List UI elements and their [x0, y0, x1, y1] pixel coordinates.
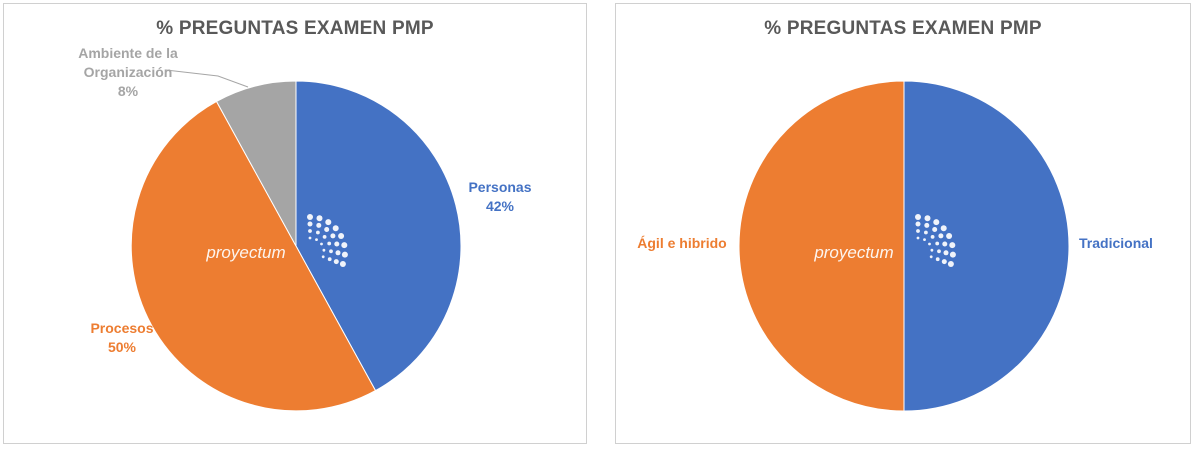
watermark-dot [941, 259, 947, 265]
chart-panel-1: % PREGUNTAS EXAMEN PMP proyectum Personas… [3, 3, 587, 444]
watermark-dot [334, 241, 340, 247]
pie-slice-personas [295, 80, 462, 392]
watermark-dot [916, 229, 920, 233]
watermark-dot [338, 233, 345, 239]
watermark-dot [943, 250, 949, 256]
watermark-dot [924, 230, 928, 235]
watermark-dot [916, 236, 920, 240]
slice-label-text: Personas [468, 179, 531, 195]
watermark-dot [341, 251, 348, 258]
pie-slice-ambiente-de-la-organizacion [215, 80, 297, 247]
watermark-text: proyectum [813, 243, 893, 262]
pie-chart-2: proyectum Tradicional Ágil e hibrido [637, 80, 1153, 412]
watermark-dot [322, 248, 326, 252]
watermark-dot [325, 219, 332, 226]
slice-label-text: Ágil e hibrido [637, 235, 726, 251]
watermark-dot [327, 257, 332, 262]
watermark-dot [938, 233, 944, 239]
chart-title: % PREGUNTAS EXAMEN PMP [764, 18, 1042, 39]
slice-label-text: Ambiente de la [78, 45, 178, 61]
watermark-dot [329, 249, 333, 254]
watermark-dot [932, 227, 938, 232]
slice-label-personas: Personas 42% [468, 179, 531, 214]
pie-slice-tradicional [903, 80, 1070, 412]
pie-chart-1: proyectum Personas 42% Procesos 50% Ambiente … [78, 45, 532, 412]
watermark-dot [947, 261, 954, 267]
watermark-text: proyectum [205, 243, 285, 262]
watermark-dot [330, 233, 336, 239]
watermark-dot [324, 227, 330, 232]
watermark-dot [308, 229, 312, 233]
watermark-dot [930, 235, 935, 239]
watermark-dot [942, 241, 948, 247]
watermark-dot [937, 249, 941, 254]
pie-slice-procesos [130, 100, 377, 412]
watermark-dot [935, 241, 940, 246]
watermark-dot [332, 225, 339, 232]
slice-label-agil-e-hibrido: Ágil e hibrido [637, 235, 726, 251]
watermark-dot [928, 242, 931, 246]
slice-label-procesos: Procesos 50% [90, 320, 153, 355]
chart-panel-2: % PREGUNTAS EXAMEN PMP proyectum Tradicio… [615, 3, 1191, 444]
watermark-dot [929, 255, 933, 259]
leader-line [165, 69, 249, 88]
watermark-dot [341, 242, 348, 249]
watermark-dot [923, 238, 926, 242]
chart-title: % PREGUNTAS EXAMEN PMP [156, 18, 434, 39]
proyectum-watermark: proyectum [205, 214, 348, 267]
watermark-dot [339, 261, 346, 267]
watermark-dot [924, 215, 931, 222]
watermark-dot [322, 235, 327, 239]
watermark-dot [308, 236, 312, 240]
pie-slice-agil-e-hibrido [738, 80, 905, 412]
watermark-dot [333, 259, 339, 265]
watermark-dot [316, 222, 322, 228]
watermark-dot [315, 238, 318, 242]
watermark-dot [320, 242, 323, 246]
slice-label-text: Organización [84, 64, 173, 80]
watermark-dot [307, 214, 313, 220]
slice-value-label: 42% [486, 198, 515, 214]
watermark-dot [316, 215, 323, 222]
slice-value-label: 8% [118, 83, 139, 99]
watermark-dot [307, 221, 313, 227]
watermark-dot [949, 242, 956, 249]
watermark-dot [327, 241, 332, 246]
watermark-dot [915, 214, 921, 220]
watermark-dot [335, 250, 341, 256]
watermark-dot [924, 222, 930, 228]
watermark-dot [316, 230, 320, 235]
watermark-dot [930, 248, 934, 252]
slice-label-ambiente-de-la-organizacion: Ambiente de la Organización 8% [78, 45, 178, 99]
watermark-dot [933, 219, 940, 226]
watermark-dot [935, 257, 940, 262]
slice-label-text: Tradicional [1079, 235, 1153, 251]
watermark-dot [946, 233, 953, 239]
slice-label-tradicional: Tradicional [1079, 235, 1153, 251]
slice-value-label: 50% [108, 339, 137, 355]
proyectum-watermark: proyectum [813, 214, 956, 267]
slice-label-text: Procesos [90, 320, 153, 336]
watermark-dot [915, 221, 921, 227]
watermark-dot [940, 225, 947, 232]
watermark-dot [949, 251, 956, 258]
watermark-dot [321, 255, 325, 259]
